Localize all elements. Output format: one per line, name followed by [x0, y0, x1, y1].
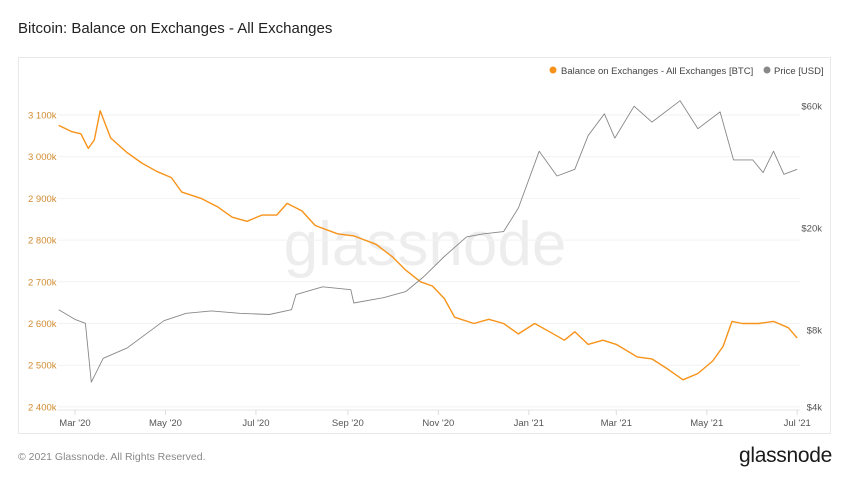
watermark: glassnode: [284, 210, 567, 279]
y-left-tick-label: 2 800k: [28, 236, 57, 247]
x-tick-label: Jul '21: [784, 418, 811, 429]
copyright: © 2021 Glassnode. All Rights Reserved.: [18, 451, 206, 463]
legend-label-price[interactable]: Price [USD]: [774, 66, 824, 77]
y-left-tick-label: 2 900k: [28, 194, 57, 205]
chart-panel: [18, 57, 831, 434]
legend: Balance on Exchanges - All Exchanges [BT…: [549, 66, 824, 77]
y-left-tick-label: 3 100k: [28, 111, 57, 122]
y-left-tick-label: 2 700k: [28, 277, 57, 288]
legend-dot-balance: [549, 66, 557, 74]
x-tick-label: Nov '20: [422, 418, 454, 429]
series-lines: [58, 100, 798, 383]
y-right-tick-label: $8k: [807, 326, 823, 337]
x-tick-label: Jul '20: [242, 418, 269, 429]
price-line: [58, 100, 798, 383]
x-tick-label: Jan '21: [514, 418, 544, 429]
right-axis: $4k $8k $20k $60k: [801, 102, 822, 414]
x-tick-label: Mar '20: [59, 418, 90, 429]
grid-lines: [58, 114, 800, 408]
y-left-tick-label: 2 600k: [28, 319, 57, 330]
y-right-tick-label: $20k: [801, 224, 822, 235]
y-left-tick-label: 3 000k: [28, 152, 57, 163]
legend-label-balance[interactable]: Balance on Exchanges - All Exchanges [BT…: [561, 66, 753, 77]
x-tick-label: May '20: [149, 418, 182, 429]
x-tick-label: Mar '21: [601, 418, 632, 429]
y-right-tick-label: $4k: [807, 403, 823, 414]
x-tick-label: May '21: [690, 418, 723, 429]
y-right-tick-label: $60k: [801, 102, 822, 113]
legend-dot-price: [763, 66, 771, 74]
glassnode-logo[interactable]: glassnode: [738, 444, 832, 467]
y-left-tick-label: 2 400k: [28, 402, 57, 413]
x-tick-label: Sep '20: [332, 418, 364, 429]
y-left-tick-label: 2 500k: [28, 361, 57, 372]
left-axis: 2 400k 2 500k 2 600k 2 700k 2 800k 2 900k 3 00…: [28, 111, 57, 414]
balance-line: [58, 110, 798, 381]
x-axis: Mar '20 May '20 Jul '20 Sep '20 Nov '20 Jan '…: [58, 409, 811, 429]
page-title: Bitcoin: Balance on Exchanges - All Exch…: [18, 20, 333, 37]
